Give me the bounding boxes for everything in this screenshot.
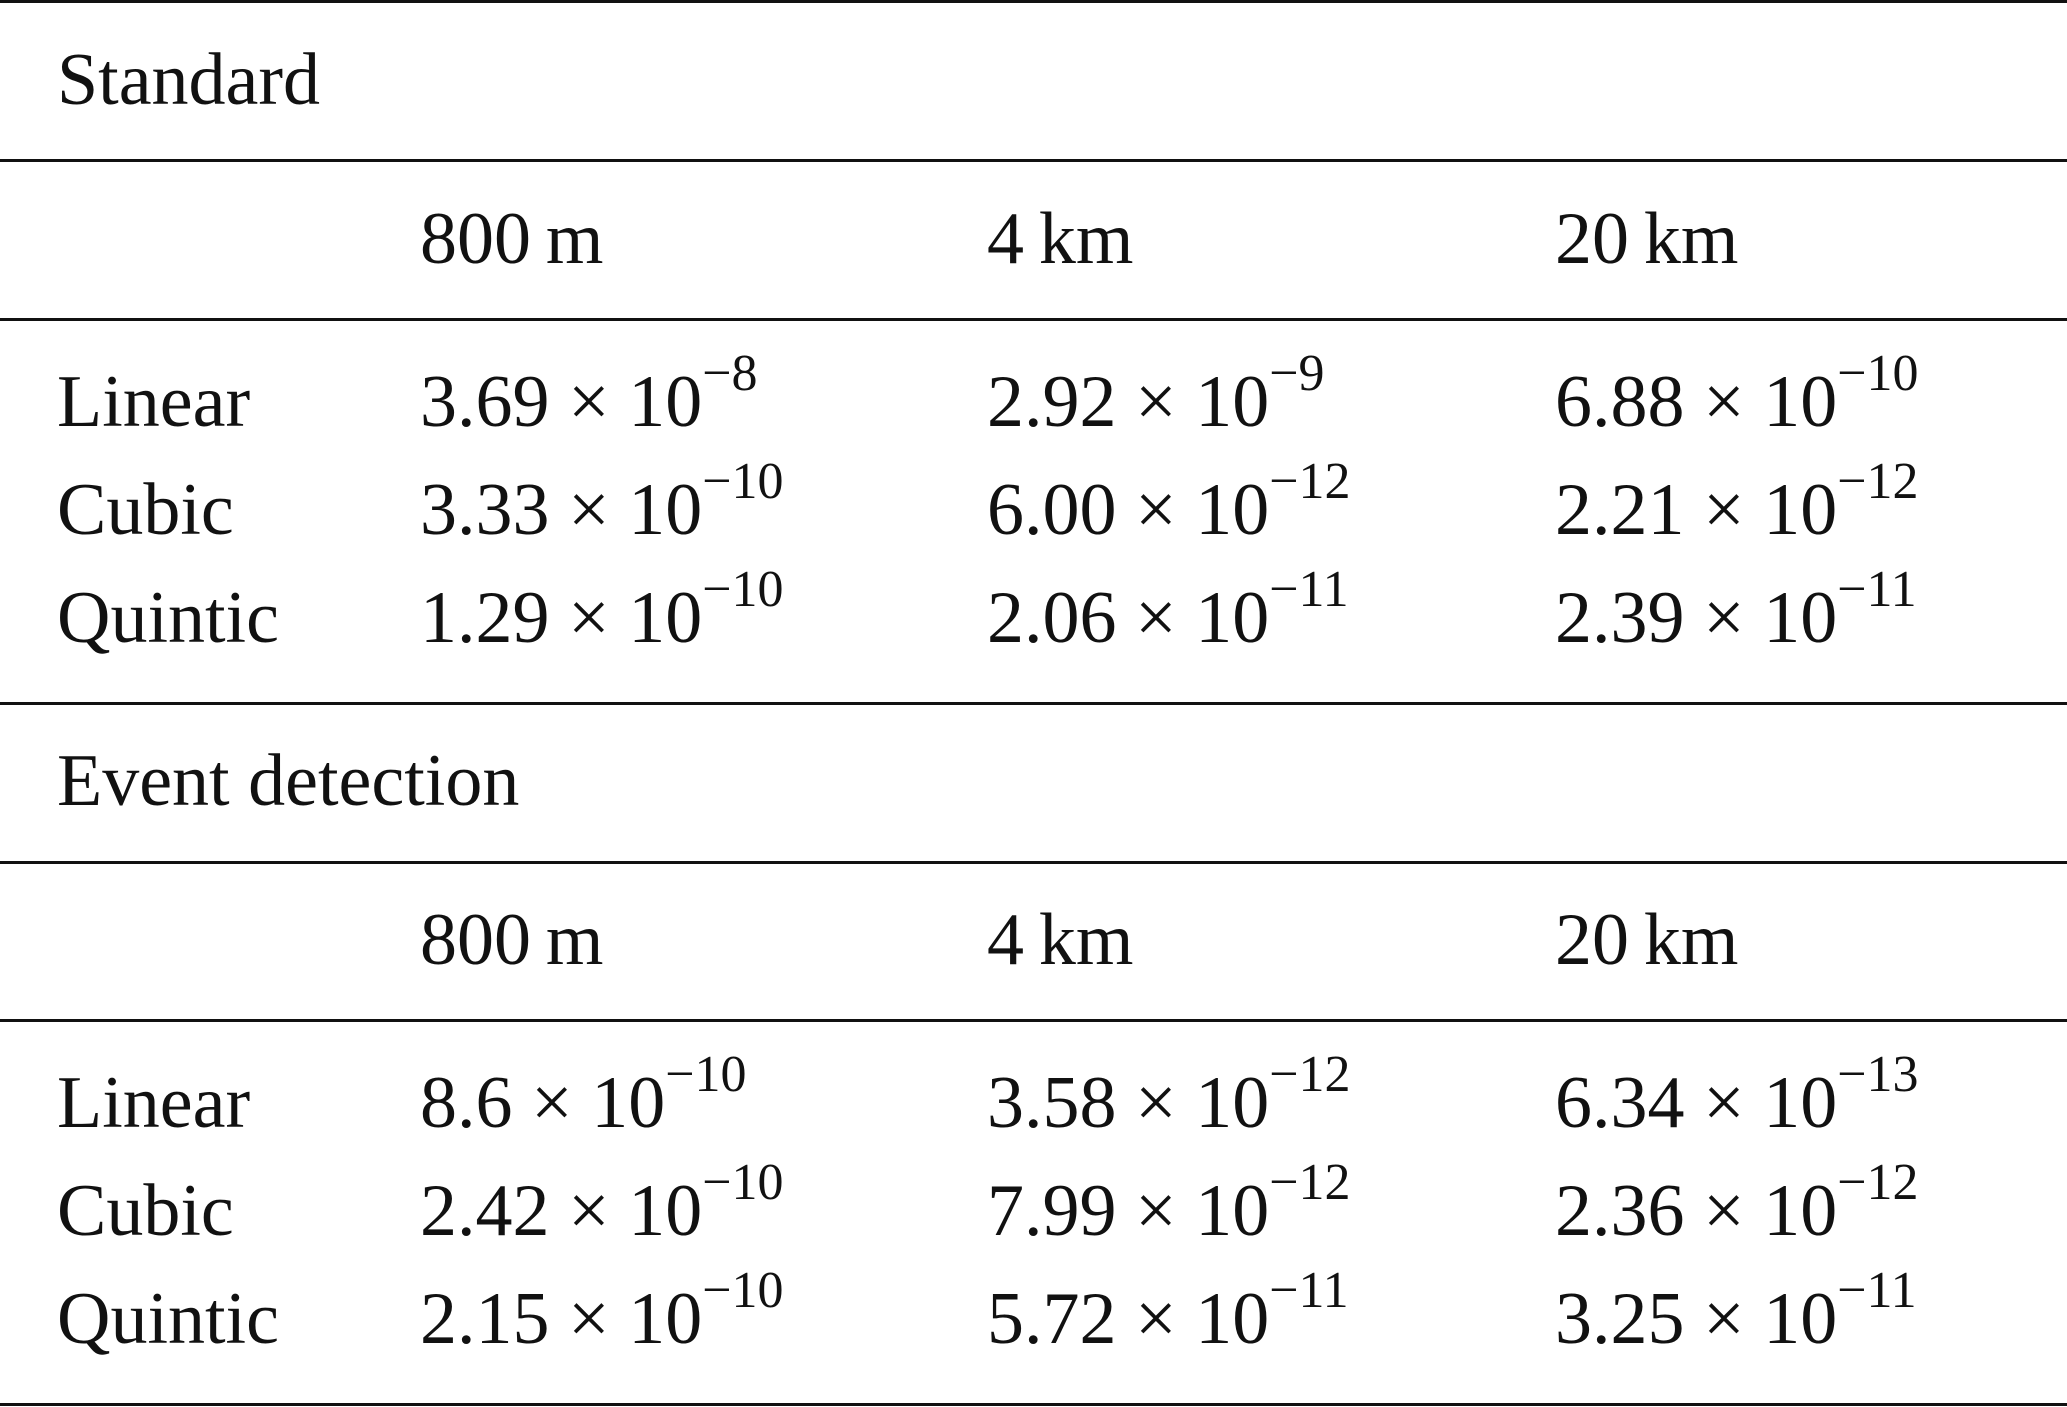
row-label: Linear <box>57 1062 251 1144</box>
column-header: 800 m <box>420 198 604 280</box>
row-label: Quintic <box>57 1278 279 1360</box>
column-header: 800 m <box>420 899 604 981</box>
table-cell: 8.6 × 10−10 <box>420 1046 747 1144</box>
table-cell: 3.25 × 10−11 <box>1555 1262 1917 1360</box>
table-bottom-rule <box>0 1403 2067 1406</box>
table-cell: 3.58 × 10−12 <box>987 1046 1351 1144</box>
table-cell: 1.29 × 10−10 <box>420 561 784 659</box>
section-title: Standard <box>57 39 321 121</box>
table-cell: 2.39 × 10−11 <box>1555 561 1917 659</box>
table-cell: 5.72 × 10−11 <box>987 1262 1349 1360</box>
table-cell: 2.06 × 10−11 <box>987 561 1349 659</box>
table-cell: 2.92 × 10−9 <box>987 345 1325 443</box>
table-cell: 3.33 × 10−10 <box>420 453 784 551</box>
header-rule <box>0 318 2067 321</box>
table-cell: 6.00 × 10−12 <box>987 453 1351 551</box>
table-cell: 2.21 × 10−12 <box>1555 453 1919 551</box>
section-title-rule <box>0 159 2067 162</box>
table-cell: 2.42 × 10−10 <box>420 1154 784 1252</box>
row-label: Cubic <box>57 469 234 551</box>
column-header: 4 km <box>987 899 1134 981</box>
section-title: Event detection <box>57 740 520 822</box>
section-title-rule <box>0 861 2067 864</box>
table-cell: 2.36 × 10−12 <box>1555 1154 1919 1252</box>
column-header: 20 km <box>1555 899 1739 981</box>
row-label: Cubic <box>57 1170 234 1252</box>
row-label: Linear <box>57 361 251 443</box>
table-cell: 3.69 × 10−8 <box>420 345 758 443</box>
table-cell: 6.88 × 10−10 <box>1555 345 1919 443</box>
column-header: 4 km <box>987 198 1134 280</box>
column-header: 20 km <box>1555 198 1739 280</box>
table-top-rule <box>0 0 2067 3</box>
table-cell: 7.99 × 10−12 <box>987 1154 1351 1252</box>
section-separator-rule <box>0 702 2067 705</box>
row-label: Quintic <box>57 577 279 659</box>
table-cell: 2.15 × 10−10 <box>420 1262 784 1360</box>
table-cell: 6.34 × 10−13 <box>1555 1046 1919 1144</box>
header-rule <box>0 1019 2067 1022</box>
